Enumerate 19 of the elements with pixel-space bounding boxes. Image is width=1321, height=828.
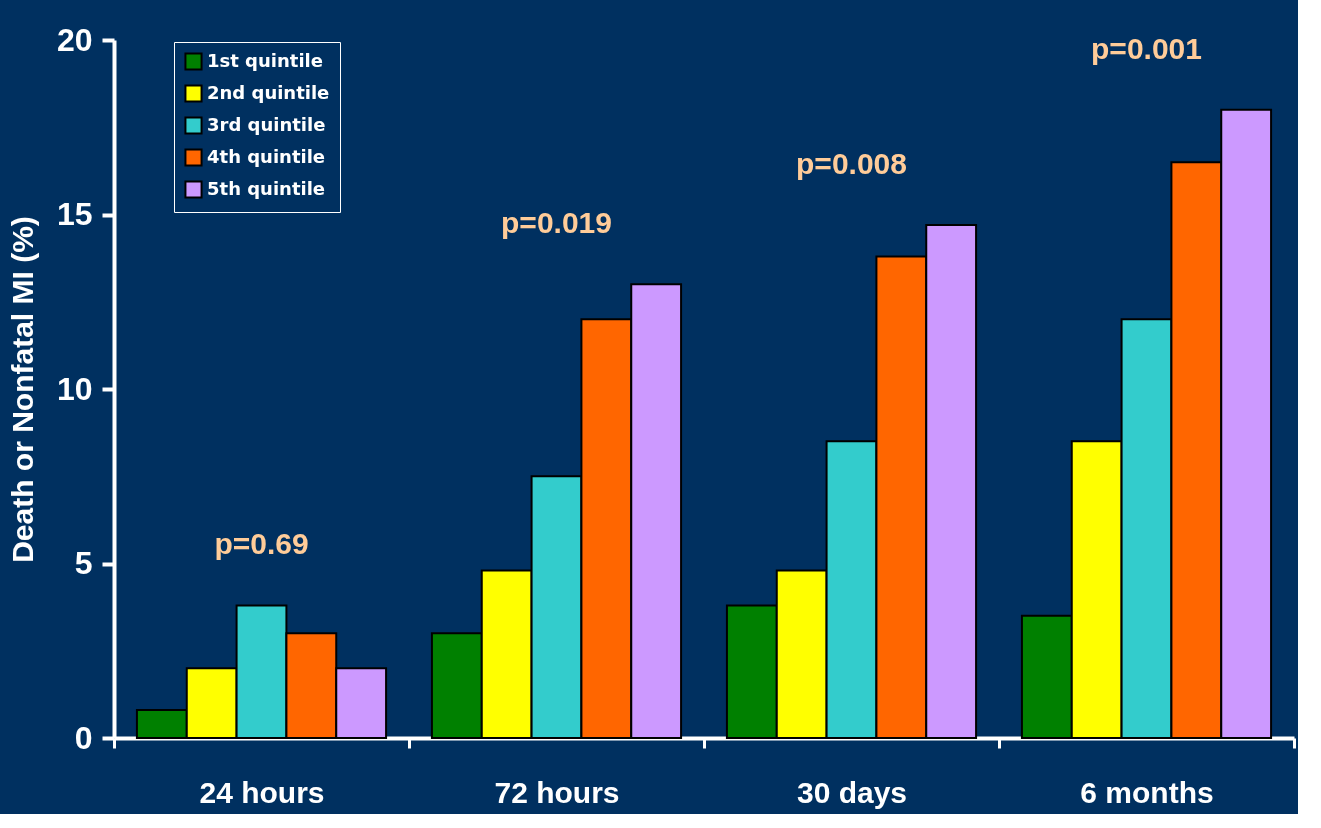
annotation: p=0.69 <box>214 527 309 561</box>
annotation: p=0.001 <box>1091 31 1202 65</box>
y-tick-label: 5 <box>74 545 93 581</box>
y-tick-label: 15 <box>56 196 93 232</box>
legend-label: 3rd quintile <box>207 113 326 135</box>
legend-label: 5th quintile <box>207 177 326 199</box>
annotation: p=0.019 <box>501 206 612 240</box>
x-tick-label: 6 months <box>1080 775 1214 809</box>
x-tick-label: 30 days <box>796 775 908 809</box>
y-axis-title: Death or Nonfatal MI (%) <box>5 216 39 563</box>
y-tick-label: 0 <box>74 719 93 756</box>
legend-label: 1st quintile <box>207 49 323 71</box>
legend-label: 2nd quintile <box>207 81 330 103</box>
y-tick-label: 20 <box>56 21 93 58</box>
y-tick-label: 10 <box>56 370 93 407</box>
annotation: p=0.008 <box>796 146 907 180</box>
legend-label: 4th quintile <box>207 145 326 167</box>
x-tick-label: 72 hours <box>494 775 620 809</box>
x-tick-label: 24 hours <box>199 775 325 809</box>
